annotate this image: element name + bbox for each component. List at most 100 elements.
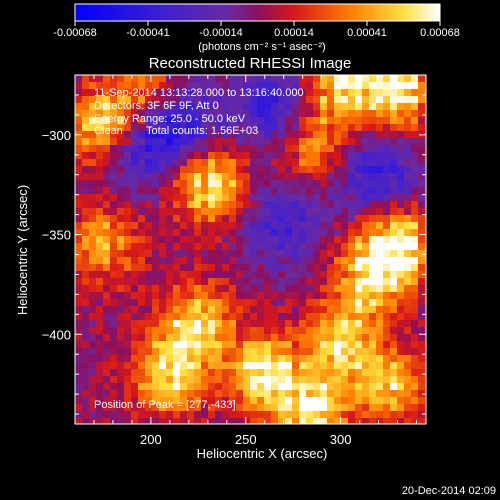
heatmap-cell (208, 397, 215, 404)
heatmap-cell (313, 152, 320, 159)
heatmap-cell (138, 208, 145, 215)
heatmap-cell (327, 299, 334, 306)
heatmap-cell (138, 390, 145, 397)
heatmap-cell (418, 397, 425, 404)
heatmap-cell (201, 187, 208, 194)
heatmap-cell (194, 404, 201, 411)
heatmap-cell (334, 278, 341, 285)
heatmap-cell (418, 292, 425, 299)
heatmap-cell (236, 187, 243, 194)
heatmap-cell (411, 404, 418, 411)
heatmap-cell (222, 257, 229, 264)
heatmap-cell (383, 96, 390, 103)
heatmap-cell (320, 313, 327, 320)
heatmap-cell (376, 334, 383, 341)
heatmap-cell (362, 103, 369, 110)
heatmap-cell (411, 222, 418, 229)
heatmap-cell (89, 75, 96, 82)
heatmap-cell (103, 96, 110, 103)
heatmap-cell (89, 82, 96, 89)
heatmap-cell (145, 138, 152, 145)
heatmap-cell (285, 418, 292, 424)
heatmap-cell (82, 180, 89, 187)
heatmap-cell (327, 271, 334, 278)
heatmap-cell (201, 124, 208, 131)
heatmap-cell (75, 159, 82, 166)
heatmap-cell (390, 82, 397, 89)
heatmap-cell (180, 159, 187, 166)
heatmap-cell (187, 299, 194, 306)
heatmap-cell (152, 292, 159, 299)
heatmap-cell (348, 418, 355, 424)
heatmap-cell (75, 376, 82, 383)
heatmap-cell (152, 306, 159, 313)
heatmap-cell (110, 159, 117, 166)
heatmap-cell (117, 180, 124, 187)
heatmap-cell (404, 75, 411, 82)
heatmap-cell (257, 75, 264, 82)
heatmap-cell (117, 75, 124, 82)
heatmap-cell (250, 341, 257, 348)
heatmap-cell (418, 215, 425, 222)
heatmap-cell (257, 243, 264, 250)
heatmap-cell (397, 201, 404, 208)
heatmap-cell (180, 208, 187, 215)
heatmap-cell (250, 327, 257, 334)
heatmap-cell (313, 390, 320, 397)
heatmap-cell (82, 124, 89, 131)
heatmap-cell (173, 404, 180, 411)
heatmap-cell (75, 313, 82, 320)
heatmap-cell (82, 145, 89, 152)
heatmap-cell (152, 411, 159, 418)
heatmap-cell (138, 103, 145, 110)
heatmap-cell (103, 124, 110, 131)
heatmap-cell (82, 278, 89, 285)
heatmap-cell (397, 257, 404, 264)
heatmap-cell (89, 299, 96, 306)
heatmap-cell (187, 292, 194, 299)
heatmap-cell (341, 110, 348, 117)
heatmap-cell (243, 208, 250, 215)
heatmap-cell (271, 131, 278, 138)
heatmap-cell (411, 397, 418, 404)
heatmap-cell (397, 250, 404, 257)
heatmap-cell (187, 383, 194, 390)
heatmap-cell (131, 96, 138, 103)
heatmap-cell (194, 411, 201, 418)
heatmap-cell (110, 362, 117, 369)
heatmap-cell (306, 131, 313, 138)
heatmap-cell (397, 152, 404, 159)
heatmap-cell (117, 257, 124, 264)
heatmap-cell (159, 390, 166, 397)
heatmap-cell (159, 145, 166, 152)
heatmap-cell (320, 110, 327, 117)
heatmap-cell (82, 138, 89, 145)
heatmap-cell (187, 397, 194, 404)
heatmap-cell (194, 117, 201, 124)
heatmap-cell (145, 334, 152, 341)
heatmap-cell (166, 215, 173, 222)
heatmap-cell (376, 159, 383, 166)
heatmap-cell (418, 110, 425, 117)
heatmap-cell (341, 131, 348, 138)
heatmap-cell (362, 110, 369, 117)
heatmap-cell (341, 341, 348, 348)
heatmap-cell (411, 306, 418, 313)
heatmap-cell (383, 180, 390, 187)
heatmap-cell (138, 285, 145, 292)
heatmap-cell (201, 355, 208, 362)
heatmap-cell (243, 236, 250, 243)
heatmap-cell (159, 404, 166, 411)
heatmap-cell (390, 138, 397, 145)
heatmap-cell (89, 208, 96, 215)
heatmap-cell (180, 418, 187, 424)
heatmap-cell (173, 257, 180, 264)
heatmap-cell (243, 341, 250, 348)
heatmap-cell (75, 278, 82, 285)
heatmap-cell (166, 397, 173, 404)
heatmap-cell (257, 418, 264, 424)
heatmap-cell (173, 110, 180, 117)
heatmap-cell (299, 313, 306, 320)
heatmap-cell (306, 271, 313, 278)
heatmap-cell (278, 166, 285, 173)
